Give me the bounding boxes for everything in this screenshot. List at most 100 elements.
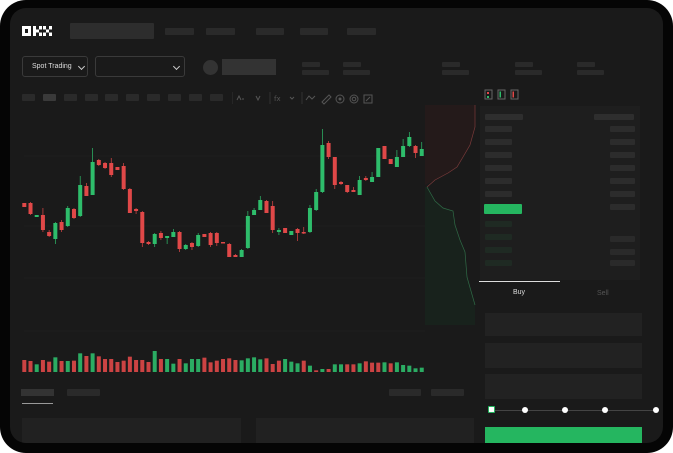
candle-body [127, 189, 132, 213]
okx-logo[interactable] [22, 25, 52, 37]
nav-item[interactable] [256, 28, 284, 35]
amount-input[interactable] [485, 343, 642, 368]
orderbook-both-icon[interactable] [484, 89, 493, 100]
indicator-icon[interactable] [255, 95, 261, 102]
volume-bar [71, 360, 76, 372]
draw-icon[interactable] [321, 94, 332, 105]
volume-bar [127, 356, 132, 372]
fullscreen-icon[interactable] [363, 94, 373, 104]
orderbook-bids-icon[interactable] [497, 89, 506, 100]
ask-price [485, 139, 512, 145]
slider-step-75[interactable] [602, 407, 608, 413]
volume-bar [115, 362, 120, 372]
candle-body [140, 212, 145, 243]
timeframe-button[interactable] [147, 94, 160, 101]
volume-bar [252, 357, 257, 372]
volume-bar [53, 357, 58, 372]
candle-body [152, 234, 157, 244]
timeframe-button[interactable] [210, 94, 223, 101]
line-icon[interactable] [305, 95, 316, 101]
volume-bar [121, 360, 126, 372]
slider-step-100[interactable] [653, 407, 659, 413]
nav-item[interactable] [300, 28, 328, 35]
nav-item[interactable] [165, 28, 194, 35]
chevron-down-icon [77, 62, 86, 71]
volume-bar [376, 362, 381, 372]
tab-buy[interactable]: Buy [513, 289, 526, 296]
timeframe-button[interactable] [105, 94, 118, 101]
timeframe-button[interactable] [189, 94, 202, 101]
volume-bar [34, 364, 39, 372]
candle-body [376, 148, 381, 177]
candle-body [90, 162, 95, 195]
candle-body [177, 232, 182, 249]
candle-body [109, 163, 114, 175]
volume-bar [96, 356, 101, 372]
orderbook-asks-icon[interactable] [510, 89, 519, 100]
nav-item[interactable] [347, 28, 376, 35]
candle-body [320, 145, 325, 192]
tab-open-orders[interactable] [21, 389, 54, 396]
volume-bar [407, 365, 412, 372]
tab-sell[interactable]: Sell [597, 290, 609, 297]
ask-amount [610, 139, 635, 145]
volume-bar [214, 360, 219, 372]
percentage-slider[interactable] [488, 406, 659, 413]
candle-type-icon[interactable] [236, 94, 244, 101]
candle-body [239, 250, 244, 257]
settings-icon[interactable] [349, 94, 359, 104]
volume-bar [270, 364, 275, 372]
candle-body [264, 201, 269, 213]
candle-body [258, 200, 263, 210]
candle-body [289, 231, 294, 235]
stat-label [442, 62, 460, 67]
volume-bar [401, 365, 406, 372]
timeframe-button[interactable] [85, 94, 98, 101]
candle-body [171, 232, 176, 237]
nav-item[interactable] [206, 28, 235, 35]
volume-bar [276, 360, 281, 372]
timeframe-button[interactable] [126, 94, 139, 101]
camera-icon[interactable] [335, 94, 345, 104]
fx-icon[interactable]: fx [274, 95, 295, 103]
volume-bar [394, 362, 399, 372]
timeframe-button[interactable] [168, 94, 181, 101]
slider-handle[interactable] [488, 406, 495, 413]
price-input[interactable] [485, 313, 642, 336]
candle-body [96, 160, 101, 165]
candlestick-chart[interactable] [10, 103, 480, 383]
volume-bar [295, 363, 300, 372]
filter-button[interactable] [389, 389, 421, 396]
candle-body [158, 233, 163, 238]
slider-step-25[interactable] [522, 407, 528, 413]
filter-button[interactable] [431, 389, 464, 396]
ask-amount [610, 152, 635, 158]
candle-body [28, 203, 33, 214]
volume-bar [258, 359, 263, 372]
active-tab-underline [479, 281, 560, 282]
tab-order-history[interactable] [67, 389, 100, 396]
timeframe-button[interactable] [43, 94, 56, 101]
stat-value [343, 70, 370, 75]
total-input[interactable] [485, 374, 642, 399]
slider-step-50[interactable] [562, 407, 568, 413]
ask-amount [610, 126, 635, 132]
pair-selector[interactable] [95, 56, 185, 77]
stat-label [302, 62, 320, 67]
timeframe-button[interactable] [64, 94, 77, 101]
spot-trading-dropdown[interactable]: Spot Trading [22, 56, 88, 77]
volume-bar [314, 370, 319, 372]
volume-bar [22, 360, 27, 372]
ask-amount [610, 191, 635, 197]
candle-body [165, 236, 170, 238]
candle-body [314, 192, 319, 210]
volume-bar [363, 361, 368, 372]
ask-price [485, 178, 512, 184]
orderbook-header-amount [594, 114, 634, 120]
search-bar[interactable] [70, 23, 154, 39]
timeframe-button[interactable] [22, 94, 35, 101]
buy-button[interactable] [485, 427, 642, 443]
candle-body [84, 186, 89, 196]
pair-price [222, 59, 276, 75]
candle-body [233, 255, 238, 257]
